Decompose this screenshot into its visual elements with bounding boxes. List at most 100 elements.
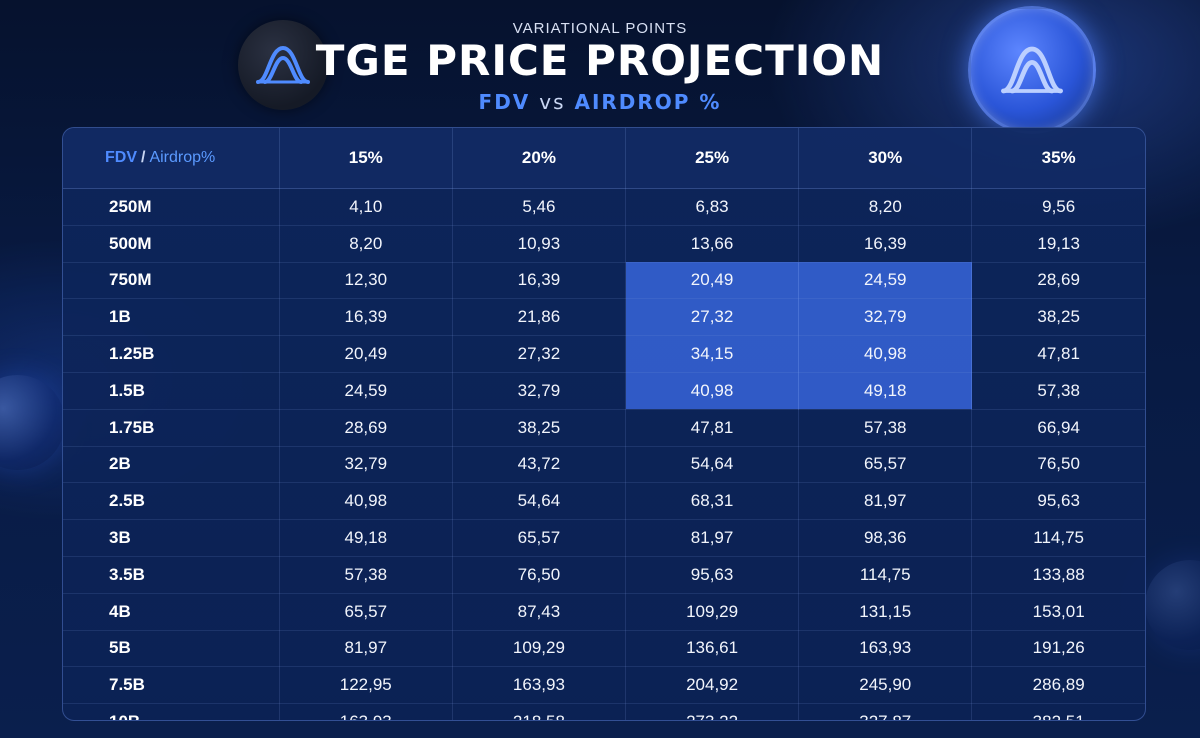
table-cell: 47,81 bbox=[625, 409, 800, 447]
table-cell: 65,57 bbox=[279, 593, 453, 631]
table-cell: 54,64 bbox=[625, 446, 800, 484]
table-cell: 204,92 bbox=[625, 666, 800, 705]
table-cell: 20,49 bbox=[279, 335, 453, 373]
row-label: 1.75B bbox=[63, 409, 280, 447]
table-row: 7.5B 122,95 163,93 204,92 245,90 286,89 bbox=[63, 666, 1145, 705]
row-label: 5B bbox=[63, 630, 280, 668]
table-row: 4B 65,57 87,43 109,29 131,15 153,01 bbox=[63, 593, 1145, 631]
subtitle: FDV vs AIRDROP % bbox=[0, 90, 1200, 114]
table-cell: 5,46 bbox=[452, 188, 627, 226]
table-cell: 9,56 bbox=[971, 188, 1145, 226]
table-row: 750M 12,30 16,39 20,49 24,59 28,69 bbox=[63, 262, 1145, 300]
table-row: 250M 4,10 5,46 6,83 8,20 9,56 bbox=[63, 188, 1145, 226]
table-cell: 49,18 bbox=[279, 519, 453, 557]
table-body: 250M 4,10 5,46 6,83 8,20 9,56 500M 8,20 10,93 13,… bbox=[63, 188, 1145, 720]
table-cell: 40,98 bbox=[279, 482, 453, 521]
table-cell: 218,58 bbox=[452, 703, 627, 720]
table-cell: 4,10 bbox=[279, 188, 453, 226]
row-label: 1B bbox=[63, 298, 280, 337]
table-cell-highlighted: 24,59 bbox=[798, 262, 973, 300]
projection-table-container: FDV / Airdrop% 15% 20% 25% 30% 35% 250M 4,1… bbox=[62, 127, 1146, 721]
table-cell: 163,93 bbox=[798, 630, 973, 668]
row-label: 750M bbox=[63, 262, 280, 300]
table-cell: 66,94 bbox=[971, 409, 1145, 447]
table-header-row: FDV / Airdrop% 15% 20% 25% 30% 35% bbox=[63, 128, 1145, 189]
table-cell: 109,29 bbox=[625, 593, 800, 631]
table-cell-highlighted: 40,98 bbox=[625, 372, 800, 410]
table-cell: 12,30 bbox=[279, 262, 453, 300]
table-cell: 68,31 bbox=[625, 482, 800, 521]
column-header: 15% bbox=[279, 128, 453, 189]
table-cell: 131,15 bbox=[798, 593, 973, 631]
background-coin-decoration bbox=[1145, 560, 1200, 650]
table-cell: 57,38 bbox=[971, 372, 1145, 410]
page-title: TGE PRICE PROJECTION bbox=[315, 36, 885, 85]
table-cell: 54,64 bbox=[452, 482, 627, 521]
table-cell: 136,61 bbox=[625, 630, 800, 668]
subtitle-fdv: FDV bbox=[478, 90, 531, 114]
table-cell-highlighted: 34,15 bbox=[625, 335, 800, 373]
table-cell: 8,20 bbox=[279, 225, 453, 263]
table-row: 5B 81,97 109,29 136,61 163,93 191,26 bbox=[63, 630, 1145, 668]
table-cell: 24,59 bbox=[279, 372, 453, 410]
table-row: 1B 16,39 21,86 27,32 32,79 38,25 bbox=[63, 298, 1145, 337]
table-cell: 16,39 bbox=[452, 262, 627, 300]
table-cell: 76,50 bbox=[452, 556, 627, 594]
table-cell: 16,39 bbox=[279, 298, 453, 337]
background-coin-decoration bbox=[0, 375, 65, 470]
table-cell: 38,25 bbox=[452, 409, 627, 447]
table-row: 2.5B 40,98 54,64 68,31 81,97 95,63 bbox=[63, 482, 1145, 521]
table-cell-highlighted: 27,32 bbox=[625, 298, 800, 337]
table-cell: 32,79 bbox=[279, 446, 453, 484]
table-cell: 114,75 bbox=[971, 519, 1145, 557]
table-cell: 81,97 bbox=[625, 519, 800, 557]
table-cell: 28,69 bbox=[279, 409, 453, 447]
row-label: 1.25B bbox=[63, 335, 280, 373]
table-cell: 57,38 bbox=[798, 409, 973, 447]
table-cell: 245,90 bbox=[798, 666, 973, 705]
variational-coin-icon-svg bbox=[1001, 46, 1063, 94]
table-cell: 191,26 bbox=[971, 630, 1145, 668]
table-row: 1.5B 24,59 32,79 40,98 49,18 57,38 bbox=[63, 372, 1145, 410]
table-cell: 65,57 bbox=[452, 519, 627, 557]
subtitle-airdrop: AIRDROP % bbox=[574, 90, 722, 114]
table-row: 10B163,93218,58273,22327,87382,51 bbox=[63, 703, 1145, 720]
table-cell: 81,97 bbox=[279, 630, 453, 668]
table-cell: 28,69 bbox=[971, 262, 1145, 300]
table-cell: 81,97 bbox=[798, 482, 973, 521]
table-cell: 19,13 bbox=[971, 225, 1145, 263]
table-cell-highlighted: 20,49 bbox=[625, 262, 800, 300]
row-label: 2.5B bbox=[63, 482, 280, 521]
table-row: 3.5B 57,38 76,50 95,63 114,75 133,88 bbox=[63, 556, 1145, 594]
table-cell: 16,39 bbox=[798, 225, 973, 263]
table-cell: 6,83 bbox=[625, 188, 800, 226]
row-label: 250M bbox=[63, 188, 280, 226]
table-cell: 109,29 bbox=[452, 630, 627, 668]
table-cell-highlighted: 49,18 bbox=[798, 372, 973, 410]
variational-logo-icon bbox=[238, 20, 328, 110]
table-cell: 122,95 bbox=[279, 666, 453, 705]
table-cell: 21,86 bbox=[452, 298, 627, 337]
table-row: 2B 32,79 43,72 54,64 65,57 76,50 bbox=[63, 446, 1145, 484]
table-row: 1.25B 20,49 27,32 34,15 40,98 47,81 bbox=[63, 335, 1145, 373]
row-label: 1.5B bbox=[63, 372, 280, 410]
table-cell: 27,32 bbox=[452, 335, 627, 373]
column-header: 20% bbox=[452, 128, 627, 189]
corner-airdrop-label: Airdrop% bbox=[149, 149, 216, 166]
table-cell: 382,51 bbox=[972, 704, 1145, 720]
table-cell: 95,63 bbox=[971, 482, 1145, 521]
corner-header: FDV / Airdrop% bbox=[63, 128, 280, 189]
table-cell: 8,20 bbox=[798, 188, 973, 226]
table-cell: 65,57 bbox=[798, 446, 973, 484]
table-row: 1.75B 28,69 38,25 47,81 57,38 66,94 bbox=[63, 409, 1145, 447]
table-cell: 98,36 bbox=[798, 519, 973, 557]
row-label: 10B bbox=[63, 703, 280, 720]
column-header: 25% bbox=[625, 128, 800, 189]
table-cell: 95,63 bbox=[625, 556, 800, 594]
table-cell: 286,89 bbox=[971, 666, 1145, 705]
table-cell: 47,81 bbox=[971, 335, 1145, 373]
variational-logo-icon-svg bbox=[256, 45, 310, 84]
table-cell: 327,87 bbox=[798, 703, 973, 720]
table-cell: 273,22 bbox=[625, 703, 800, 720]
column-header: 30% bbox=[798, 128, 973, 189]
